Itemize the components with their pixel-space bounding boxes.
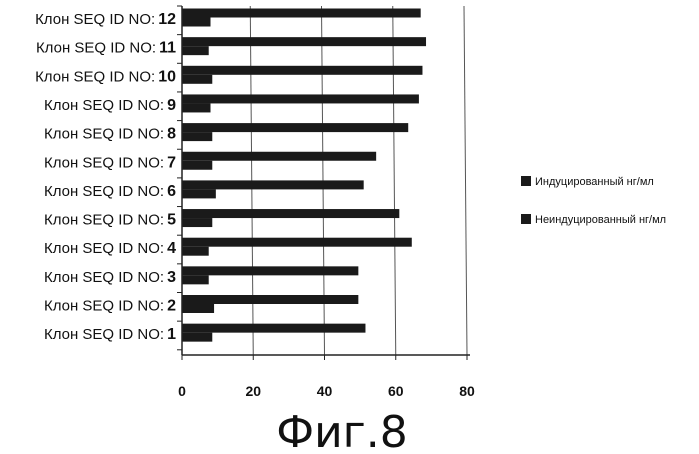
category-label: Клон SEQ ID NO:1 <box>44 326 176 343</box>
x-tick-label: 80 <box>459 383 475 399</box>
tick-labels: 0 20 40 60 80 <box>178 383 475 399</box>
legend: Индуцированный нг/мл Неиндуцированный нг… <box>521 176 666 226</box>
bar-induced <box>182 66 422 75</box>
bar-induced <box>182 324 365 333</box>
bar-induced <box>182 209 399 218</box>
category-label: Клон SEQ ID NO:2 <box>44 298 176 315</box>
bar-noninduced <box>182 46 209 55</box>
legend-swatch-induced <box>521 176 531 186</box>
gridline-80 <box>464 6 467 355</box>
legend-label-noninduced: Неиндуцированный нг/мл <box>535 214 666 226</box>
bars <box>182 9 426 342</box>
category-label: Клон SEQ ID NO:10 <box>35 68 176 85</box>
category-label: Клон SEQ ID NO:5 <box>44 212 176 229</box>
bar-induced <box>182 37 426 46</box>
category-label: Клон SEQ ID NO:4 <box>44 240 176 257</box>
bar-noninduced <box>182 132 212 141</box>
category-label: Клон SEQ ID NO:3 <box>44 269 176 286</box>
bar-noninduced <box>182 275 209 284</box>
bar-noninduced <box>182 189 216 198</box>
category-label: Клон SEQ ID NO:9 <box>44 97 176 114</box>
category-label: Клон SEQ ID NO:11 <box>36 40 176 57</box>
x-tick-label: 60 <box>388 383 404 399</box>
figure-caption: Фиг.8 <box>276 407 408 454</box>
bar-induced <box>182 94 419 103</box>
bar-induced <box>182 180 364 189</box>
bar-induced <box>182 152 376 161</box>
category-labels: Клон SEQ ID NO:12 Клон SEQ ID NO:11 Клон S… <box>35 11 176 343</box>
x-tick-label: 40 <box>317 383 333 399</box>
legend-swatch-noninduced <box>521 214 531 224</box>
bar-noninduced <box>182 18 211 27</box>
bar-induced <box>182 238 412 247</box>
legend-label-induced: Индуцированный нг/мл <box>535 176 654 188</box>
bar-induced <box>182 123 408 132</box>
bar-noninduced <box>182 333 212 342</box>
bar-noninduced <box>182 304 214 313</box>
category-label: Клон SEQ ID NO:6 <box>44 183 176 200</box>
gridline-60 <box>393 6 396 355</box>
bar-noninduced <box>182 161 212 170</box>
bar-noninduced <box>182 103 211 112</box>
bar-induced <box>182 9 421 18</box>
bar-induced <box>182 295 358 304</box>
bar-noninduced <box>182 218 212 227</box>
x-tick-label: 20 <box>245 383 261 399</box>
category-label: Клон SEQ ID NO:12 <box>35 11 176 28</box>
bar-induced <box>182 266 358 275</box>
bar-noninduced <box>182 247 209 256</box>
category-label: Клон SEQ ID NO:7 <box>44 154 176 171</box>
x-tick-label: 0 <box>178 383 186 399</box>
category-label: Клон SEQ ID NO:8 <box>44 126 176 143</box>
bar-noninduced <box>182 75 212 84</box>
